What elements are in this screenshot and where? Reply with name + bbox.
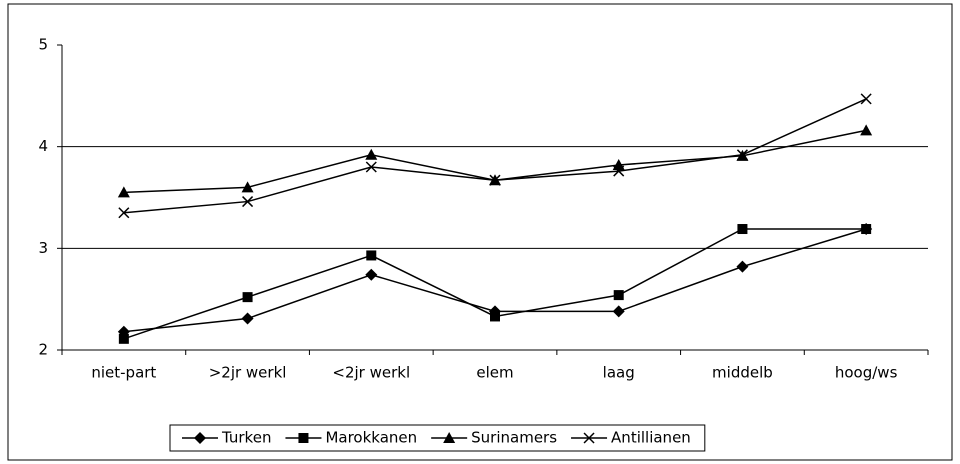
marker-x <box>365 161 377 173</box>
marker-x <box>736 149 748 161</box>
x-tick-label: elem <box>476 364 513 382</box>
marker <box>613 165 625 177</box>
y-tick-label: 2 <box>38 341 48 359</box>
marker <box>365 268 378 281</box>
legend-label: Marokkanen <box>325 429 417 447</box>
marker <box>737 224 748 235</box>
marker <box>242 292 253 303</box>
legend: Turken Marokkanen Surinamers Antillianen <box>169 424 706 452</box>
marker <box>736 149 748 161</box>
legend-marker <box>298 433 309 443</box>
y-tick-label: 4 <box>38 137 48 155</box>
y-tick-label: 5 <box>38 36 48 54</box>
marker <box>118 333 129 344</box>
legend-marker <box>443 432 456 443</box>
legend-label: Surinamers <box>471 429 557 447</box>
marker <box>118 207 130 219</box>
marker <box>241 181 254 193</box>
x-tick-label: niet-part <box>91 364 156 382</box>
x-tick-label: >2jr werkl <box>209 364 287 382</box>
marker <box>612 305 625 318</box>
marker <box>489 174 501 186</box>
marker-x <box>118 207 130 219</box>
marker <box>242 196 254 208</box>
marker-x <box>613 165 625 177</box>
marker <box>860 124 873 136</box>
legend-marker <box>583 432 595 444</box>
marker <box>736 260 749 273</box>
marker <box>366 250 377 261</box>
marker-x <box>242 196 254 208</box>
marker <box>490 311 500 322</box>
marker-x <box>860 93 872 105</box>
x-tick-label: laag <box>603 364 635 382</box>
marker <box>613 290 624 301</box>
marker <box>860 93 872 105</box>
legend-marker <box>194 432 206 444</box>
marker <box>861 224 872 235</box>
marker <box>365 148 378 160</box>
legend-label: Antillianen <box>611 429 691 447</box>
legend-label: Turken <box>221 429 271 447</box>
chart-border <box>7 3 953 461</box>
x-tick-label: middelb <box>712 364 773 382</box>
marker <box>117 186 130 198</box>
marker <box>241 312 254 325</box>
marker-x <box>583 432 595 444</box>
y-tick-label: 3 <box>38 239 48 257</box>
marker <box>365 161 377 173</box>
x-tick-label: <2jr werkl <box>332 364 410 382</box>
marker-x <box>489 174 501 186</box>
x-tick-label: hoog/ws <box>835 364 898 382</box>
